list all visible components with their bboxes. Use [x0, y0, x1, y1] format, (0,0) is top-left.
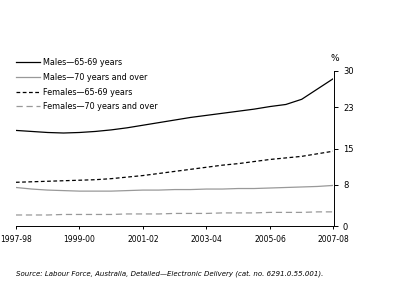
Text: Males—70 years and over: Males—70 years and over	[43, 73, 147, 82]
Text: Females—70 years and over: Females—70 years and over	[43, 102, 158, 112]
Text: Source: Labour Force, Australia, Detailed—Electronic Delivery (cat. no. 6291.0.5: Source: Labour Force, Australia, Detaile…	[16, 271, 323, 277]
Text: %: %	[331, 54, 339, 63]
Text: Females—65-69 years: Females—65-69 years	[43, 88, 132, 97]
Text: Males—65-69 years: Males—65-69 years	[43, 58, 122, 67]
